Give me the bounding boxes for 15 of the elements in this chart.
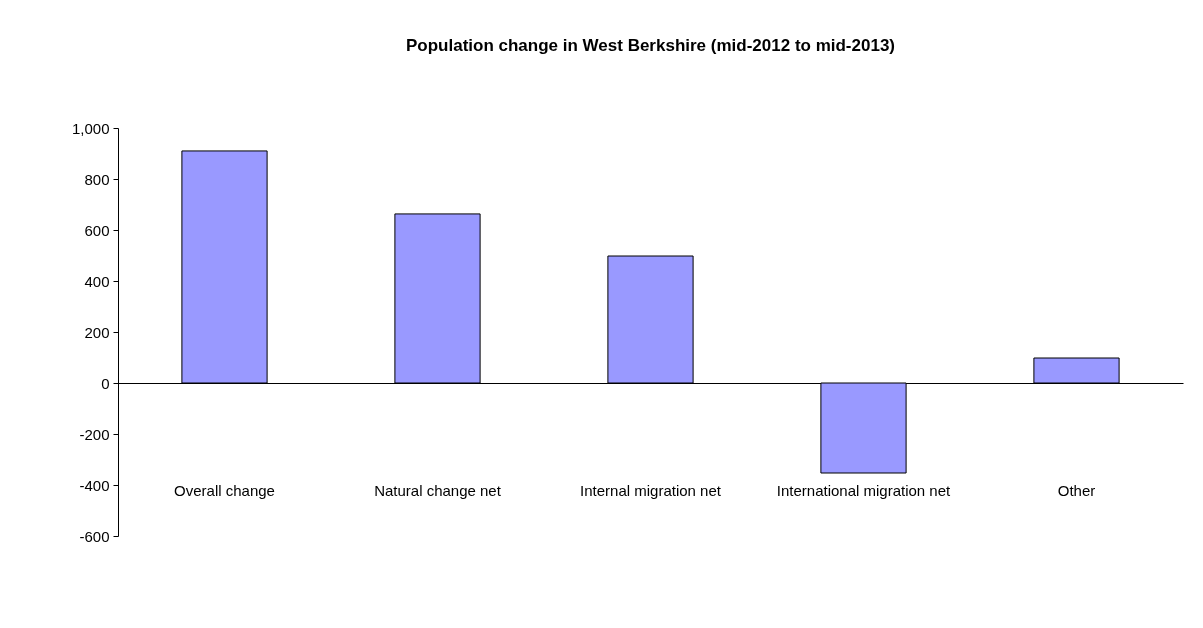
y-tick-label: 400: [84, 272, 110, 290]
y-tick-label: 0: [101, 374, 110, 392]
y-tick-label: 600: [84, 221, 110, 239]
y-tick-label: -600: [79, 527, 110, 545]
x-tick-label: Natural change net: [374, 481, 502, 499]
x-tick-label: Internal migration net: [580, 481, 722, 499]
y-tick-label: 800: [84, 170, 110, 188]
x-tick-label: Overall change: [174, 481, 275, 499]
x-tick-label: International migration net: [776, 481, 952, 499]
x-tick-label: Other: [1057, 481, 1096, 499]
y-tick-label: -400: [79, 476, 110, 494]
chart-title: Population change in West Berkshire (mid-2012 to mid-2013): [405, 36, 896, 55]
y-tick-label: 1,000: [71, 119, 110, 137]
y-tick-label: 200: [84, 323, 110, 341]
y-tick-label: -200: [79, 425, 110, 443]
